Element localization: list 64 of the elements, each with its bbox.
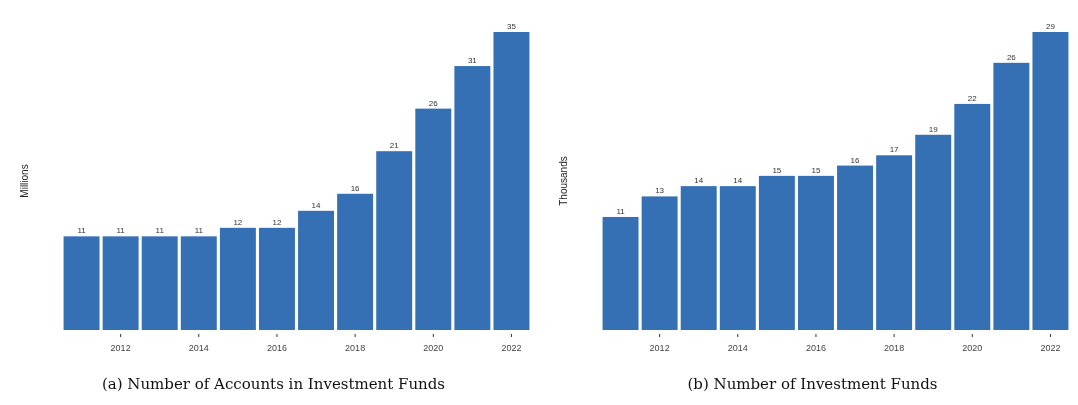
- bar: [493, 32, 530, 330]
- data-label: 13: [655, 186, 665, 196]
- data-label: 11: [155, 226, 165, 236]
- bar: [993, 62, 1030, 330]
- data-label: 14: [311, 200, 322, 210]
- bar: [102, 236, 139, 330]
- x-tick-label: 2016: [266, 343, 287, 353]
- data-label: 21: [389, 141, 400, 151]
- x-tick-label: 2020: [423, 343, 444, 353]
- data-label: 19: [928, 124, 939, 134]
- data-label: 14: [694, 176, 704, 186]
- x-tick-label: 2014: [188, 343, 209, 353]
- data-label: 16: [850, 155, 861, 165]
- bar: [719, 186, 756, 330]
- bar: [876, 155, 913, 330]
- data-label: 29: [1046, 22, 1056, 31]
- x-tick-label: 2018: [345, 343, 366, 353]
- data-label: 11: [616, 206, 626, 216]
- bar: [415, 108, 452, 330]
- bar: [180, 236, 217, 330]
- data-label: 26: [428, 98, 439, 108]
- bar: [298, 210, 335, 330]
- data-label: 26: [1006, 52, 1017, 62]
- bar: [63, 236, 100, 330]
- bar: [797, 175, 834, 330]
- x-tick-label: 2020: [962, 343, 983, 353]
- bar: [954, 103, 991, 330]
- bar: [219, 227, 256, 330]
- bar: [1032, 32, 1069, 330]
- x-tick-label: 2014: [727, 343, 748, 353]
- data-label: 15: [811, 165, 821, 175]
- x-tick-label: 2012: [649, 343, 670, 353]
- bar: [376, 151, 413, 330]
- x-tick-label: 2012: [110, 343, 131, 353]
- bar: [837, 165, 874, 330]
- x-tick-label: 2022: [501, 343, 522, 353]
- x-tick-label: 2016: [805, 343, 826, 353]
- text: (a) Number of Accounts in Investment Funds: [101, 375, 446, 393]
- x-tick-label: 2022: [1040, 343, 1061, 353]
- bar: [758, 175, 795, 330]
- bar: [141, 236, 178, 330]
- data-label: 22: [967, 93, 978, 103]
- y-axis-title: Millions: [19, 164, 30, 198]
- bar: [680, 186, 717, 330]
- bar: [602, 216, 639, 330]
- text: (b) Number of Investment Funds: [687, 375, 938, 393]
- data-label: 12: [272, 217, 282, 227]
- data-label: 16: [350, 183, 361, 193]
- y-axis-title: Thousands: [558, 156, 569, 206]
- bar: [641, 196, 678, 330]
- data-label: 17: [889, 145, 900, 155]
- data-label: 14: [733, 176, 743, 186]
- data-label: 35: [507, 22, 517, 31]
- bar: [454, 66, 491, 330]
- x-tick-label: 2018: [884, 343, 905, 353]
- data-label: 15: [772, 165, 782, 175]
- data-label: 11: [194, 226, 204, 236]
- data-label: 12: [233, 217, 243, 227]
- bar: [337, 193, 374, 330]
- bar: [915, 134, 952, 330]
- data-label: 11: [116, 226, 126, 236]
- data-label: 31: [467, 56, 478, 66]
- data-label: 11: [77, 226, 87, 236]
- bar: [258, 227, 295, 330]
